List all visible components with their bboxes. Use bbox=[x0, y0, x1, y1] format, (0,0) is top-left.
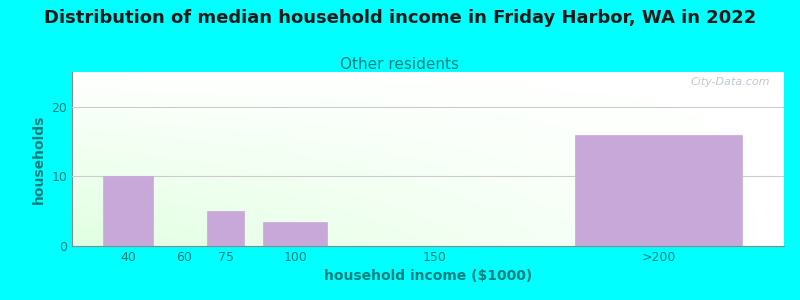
Y-axis label: households: households bbox=[32, 114, 46, 204]
Text: Other residents: Other residents bbox=[341, 57, 459, 72]
Text: City-Data.com: City-Data.com bbox=[690, 77, 770, 87]
Text: Distribution of median household income in Friday Harbor, WA in 2022: Distribution of median household income … bbox=[44, 9, 756, 27]
Bar bbox=[574, 135, 742, 246]
Bar bbox=[102, 176, 153, 246]
X-axis label: household income ($1000): household income ($1000) bbox=[324, 269, 532, 284]
Bar bbox=[207, 211, 244, 246]
Bar bbox=[263, 222, 327, 246]
